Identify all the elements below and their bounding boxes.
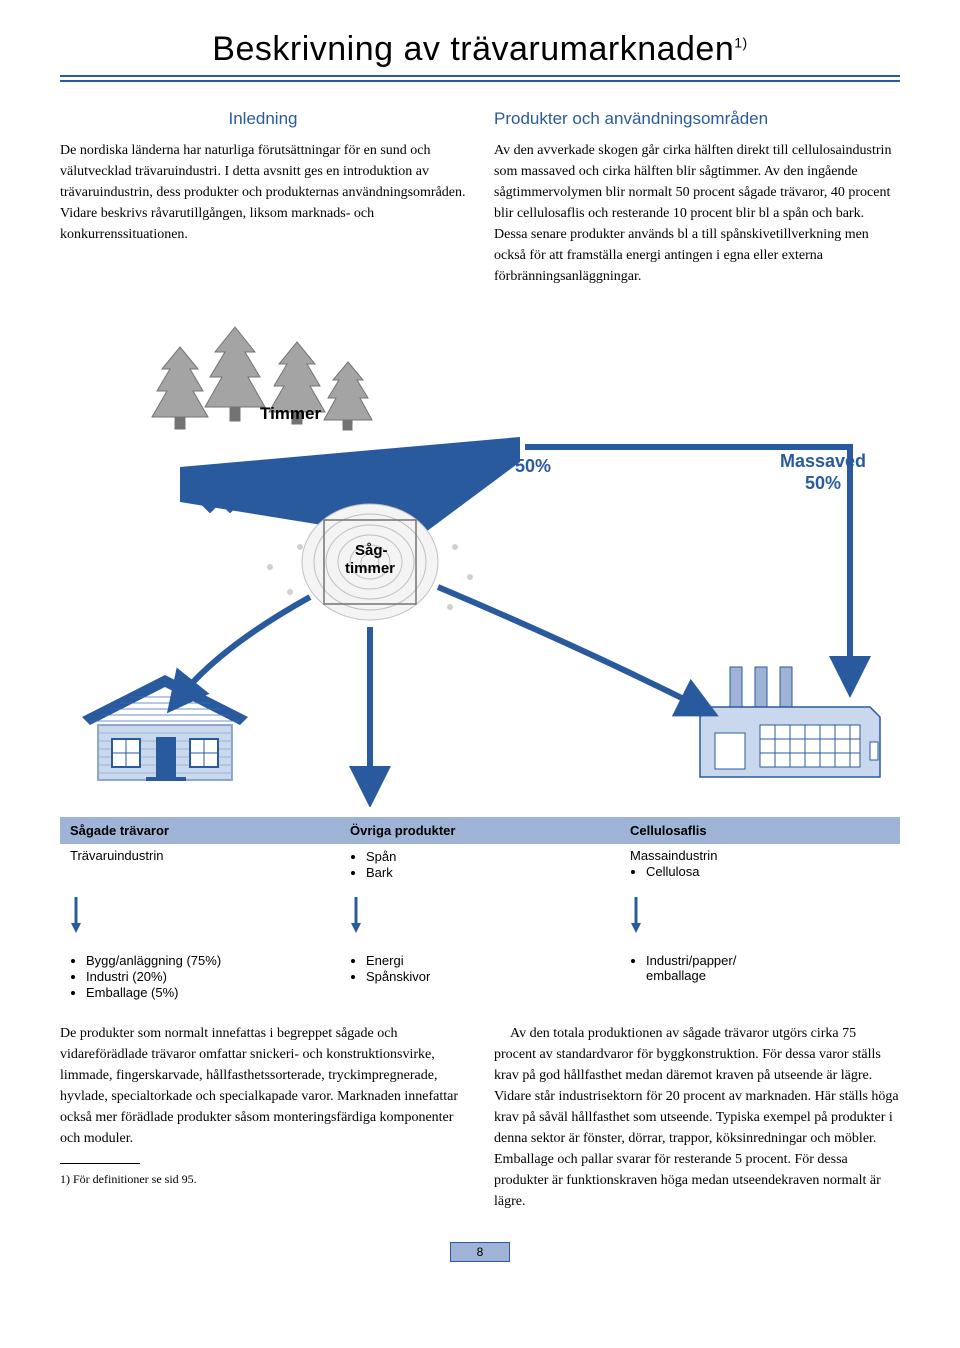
list-item: Spånskivor <box>366 969 610 984</box>
products-text: Av den avverkade skogen går cirka hälfte… <box>494 140 900 287</box>
sagtimmer-label-1: Såg- <box>355 542 388 559</box>
cell-energi-list: Energi Spånskivor <box>340 948 620 1005</box>
list-item: Emballage (5%) <box>86 985 330 1000</box>
intro-col-right: Produkter och användningsområden Av den … <box>494 106 900 287</box>
list-item: Spån <box>366 849 610 864</box>
sagtimmer-label-2: timmer <box>345 560 395 577</box>
bottom-columns: De produkter som normalt innefattas i be… <box>60 1023 900 1212</box>
hdr-col2: Övriga produkter <box>340 817 620 844</box>
intro-heading: Inledning <box>60 106 466 132</box>
title-text: Beskrivning av trävarumarknaden <box>212 30 734 68</box>
footnote-text: 1) För definitioner se sid 95. <box>60 1170 466 1188</box>
intro-col-left: Inledning De nordiska länderna har natur… <box>60 106 466 287</box>
timber-label: Timmer <box>260 404 321 423</box>
bottom-left-text: De produkter som normalt innefattas i be… <box>60 1023 466 1149</box>
intro-text: De nordiska länderna har naturliga förut… <box>60 140 466 245</box>
page: Beskrivning av trävarumarknaden1) Inledn… <box>0 0 960 1302</box>
list-item: Bark <box>366 865 610 880</box>
page-number: 8 <box>450 1242 510 1262</box>
arrow-row <box>60 885 900 948</box>
table-row: Trävaruindustrin Spån Bark Massaindustri… <box>60 844 900 885</box>
title-rule <box>60 75 900 82</box>
arrow-down-icon <box>350 897 362 933</box>
list-item: Bygg/anläggning (75%) <box>86 953 330 968</box>
flow-diagram: Timmer <box>60 307 900 807</box>
cell-travaruindustrin: Trävaruindustrin <box>60 844 340 885</box>
cell-bygg-list: Bygg/anläggning (75%) Industri (20%) Emb… <box>60 948 340 1005</box>
saw-icon <box>180 437 520 620</box>
massaved-pct: 50% <box>805 473 841 493</box>
massaindustrin-label: Massaindustrin <box>630 848 717 863</box>
table-header-row: Sågade trävaror Övriga produkter Cellulo… <box>60 817 900 844</box>
products-table: Sågade trävaror Övriga produkter Cellulo… <box>60 817 900 1005</box>
hdr-col1: Sågade trävaror <box>60 817 340 844</box>
page-title: Beskrivning av trävarumarknaden1) <box>60 30 900 69</box>
intro-columns: Inledning De nordiska länderna har natur… <box>60 106 900 287</box>
arrow-down-icon <box>630 897 642 933</box>
hdr-col3: Cellulosaflis <box>620 817 900 844</box>
cell-massaindustrin: Massaindustrin Cellulosa <box>620 844 900 885</box>
products-heading: Produkter och användningsområden <box>494 106 900 132</box>
arrow-down-icon <box>70 897 82 933</box>
list-item: Cellulosa <box>646 864 890 879</box>
bottom-col-right: Av den totala produktionen av sågade trä… <box>494 1023 900 1212</box>
factory-icon <box>700 667 880 777</box>
diagram-svg: Timmer <box>60 307 900 807</box>
fifty-pct-label: 50% <box>515 456 551 476</box>
title-sup: 1) <box>734 35 747 51</box>
house-icon <box>82 675 248 781</box>
footnote-rule <box>60 1163 140 1164</box>
cell-ovriga-list: Spån Bark <box>340 844 620 885</box>
bottom-col-left: De produkter som normalt innefattas i be… <box>60 1023 466 1212</box>
list-item: Energi <box>366 953 610 968</box>
table-row: Bygg/anläggning (75%) Industri (20%) Emb… <box>60 948 900 1005</box>
bottom-right-text: Av den totala produktionen av sågade trä… <box>494 1023 900 1212</box>
massaved-label: Massaved <box>780 451 866 471</box>
list-item: Industri/papper/ emballage <box>646 953 890 983</box>
cell-industri-list: Industri/papper/ emballage <box>620 948 900 1005</box>
list-item: Industri (20%) <box>86 969 330 984</box>
